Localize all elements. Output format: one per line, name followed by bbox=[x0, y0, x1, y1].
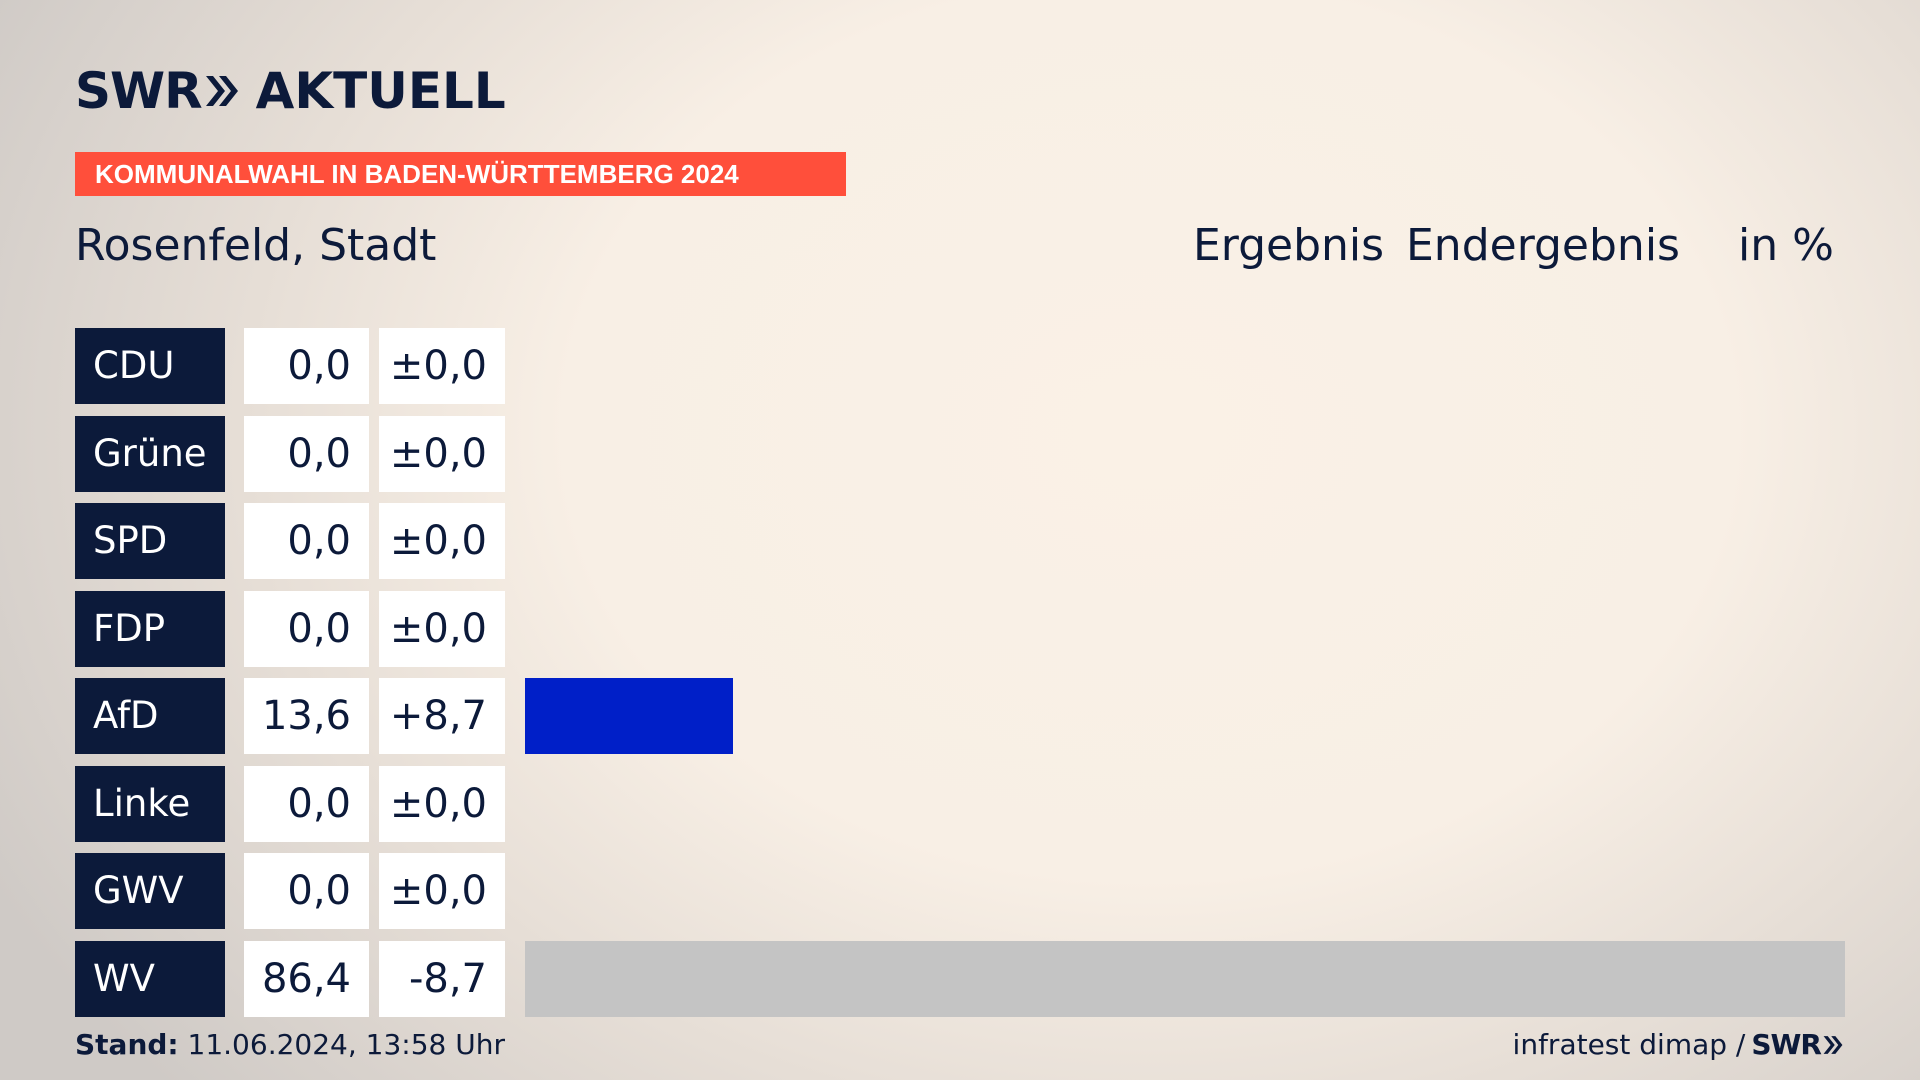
party-label: GWV bbox=[75, 853, 225, 929]
double-chevron-icon bbox=[1823, 1035, 1843, 1054]
logo-suffix: AKTUELL bbox=[255, 62, 506, 120]
vote-change-value: ±0,0 bbox=[379, 853, 505, 929]
vote-change-value: ±0,0 bbox=[379, 415, 505, 492]
stand-label: Stand: bbox=[75, 1028, 179, 1061]
party-label: CDU bbox=[75, 328, 225, 404]
vote-change-value: ±0,0 bbox=[379, 765, 505, 842]
logo-text: SWR bbox=[75, 62, 203, 120]
timestamp: Stand: 11.06.2024, 13:58 Uhr bbox=[75, 1028, 505, 1061]
party-label: WV bbox=[75, 940, 225, 1017]
party-label: SPD bbox=[75, 503, 225, 579]
result-bar bbox=[525, 940, 1845, 1017]
result-row: Grüne 0,0 ±0,0 bbox=[0, 415, 1920, 492]
vote-share-value: 86,4 bbox=[244, 940, 369, 1017]
result-row: Linke 0,0 ±0,0 bbox=[0, 765, 1920, 842]
result-row: WV 86,4 -8,7 bbox=[0, 940, 1920, 1017]
election-banner: KOMMUNALWAHL IN BADEN-WÜRTTEMBERG 2024 bbox=[75, 152, 846, 196]
double-chevron-icon bbox=[205, 76, 238, 106]
result-row: CDU 0,0 ±0,0 bbox=[0, 328, 1920, 404]
vote-change-value: ±0,0 bbox=[379, 328, 505, 404]
vote-share-value: 0,0 bbox=[244, 765, 369, 842]
mini-logo-text: SWR bbox=[1751, 1028, 1822, 1061]
party-label: Linke bbox=[75, 765, 225, 842]
unit-label: in % bbox=[1738, 220, 1834, 271]
vote-share-value: 0,0 bbox=[244, 590, 369, 667]
result-row: AfD 13,6 +8,7 bbox=[0, 678, 1920, 754]
party-label: Grüne bbox=[75, 415, 225, 492]
vote-change-value: ±0,0 bbox=[379, 503, 505, 579]
result-label: Ergebnis bbox=[1193, 220, 1385, 271]
swr-aktuell-logo: SWR AKTUELL bbox=[75, 62, 506, 120]
result-row: GWV 0,0 ±0,0 bbox=[0, 853, 1920, 929]
party-label: FDP bbox=[75, 590, 225, 667]
result-bar bbox=[525, 678, 733, 754]
vote-change-value: +8,7 bbox=[379, 678, 505, 754]
region-title: Rosenfeld, Stadt bbox=[75, 220, 437, 271]
result-row: FDP 0,0 ±0,0 bbox=[0, 590, 1920, 667]
result-row: SPD 0,0 ±0,0 bbox=[0, 503, 1920, 579]
vote-share-value: 0,0 bbox=[244, 853, 369, 929]
source-credit: infratest dimap / SWR bbox=[1513, 1028, 1844, 1061]
vote-share-value: 13,6 bbox=[244, 678, 369, 754]
vote-share-value: 0,0 bbox=[244, 503, 369, 579]
vote-share-value: 0,0 bbox=[244, 415, 369, 492]
stand-value: 11.06.2024, 13:58 Uhr bbox=[187, 1028, 505, 1061]
vote-change-value: -8,7 bbox=[379, 940, 505, 1017]
source-text: infratest dimap / bbox=[1512, 1028, 1746, 1061]
party-label: AfD bbox=[75, 678, 225, 754]
swr-mini-logo: SWR bbox=[1751, 1028, 1844, 1061]
vote-share-value: 0,0 bbox=[244, 328, 369, 404]
status-label: Endergebnis bbox=[1406, 220, 1680, 271]
vote-change-value: ±0,0 bbox=[379, 590, 505, 667]
